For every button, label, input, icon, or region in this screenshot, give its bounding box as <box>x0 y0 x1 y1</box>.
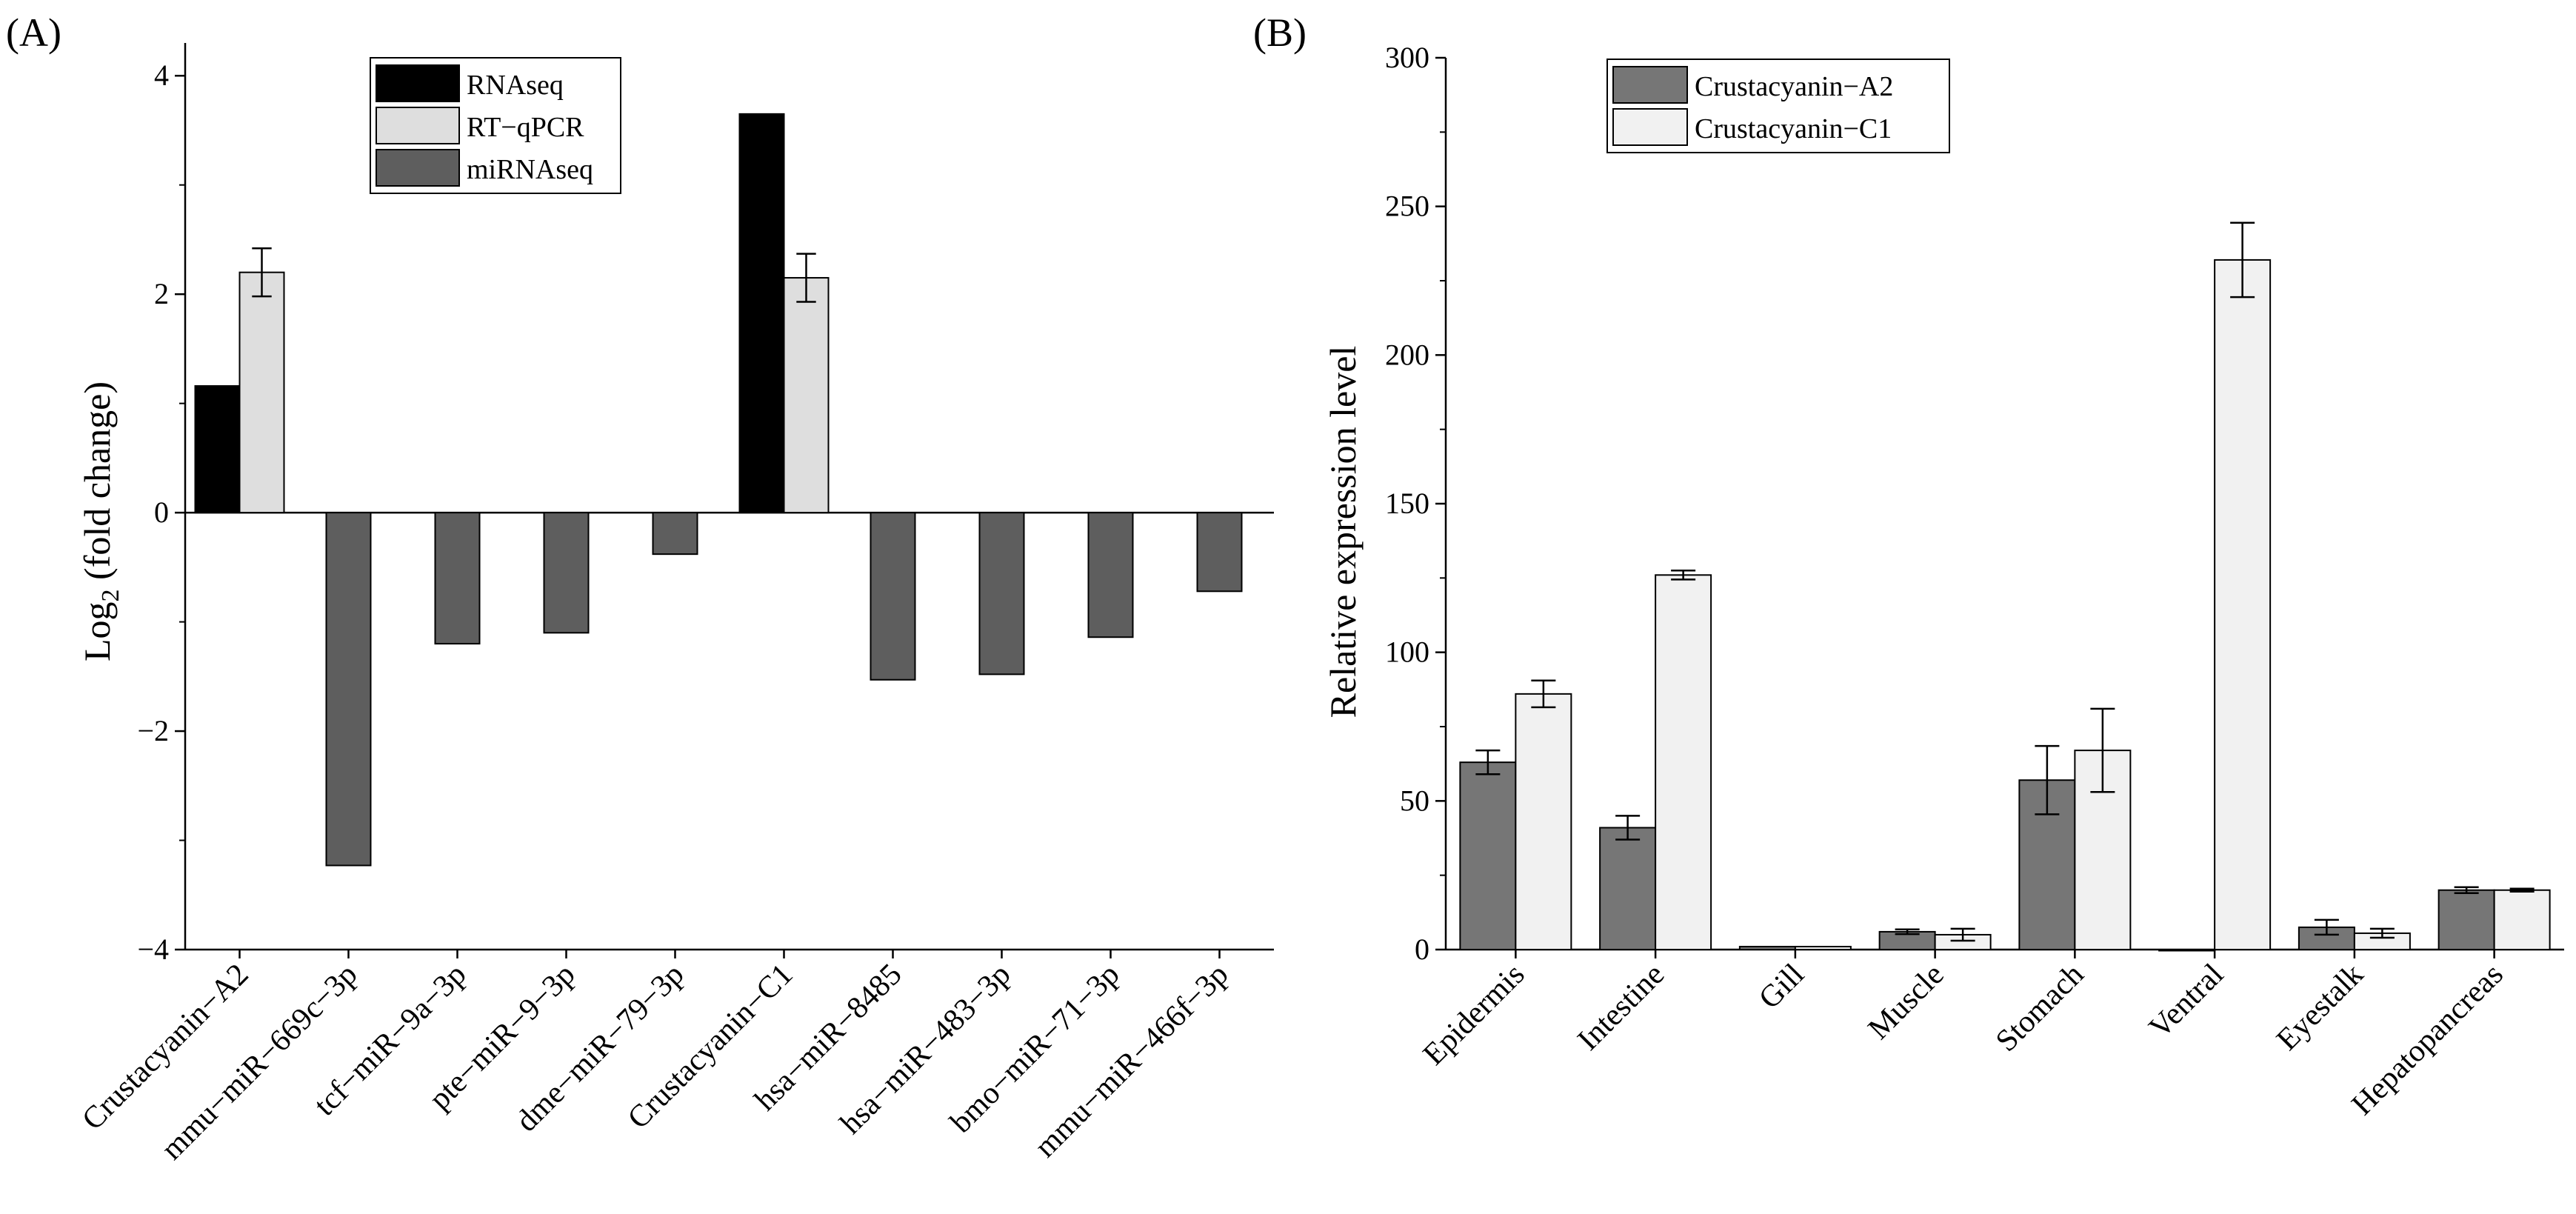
panel-a-x-tick-label-mmu-mir-669c-3p: mmu−miR−669c−3p <box>155 958 364 1167</box>
panel-b-bar-crustacyanin-c1-ventral <box>2214 259 2272 950</box>
panel-a-y-tick-label: 4 <box>154 59 169 92</box>
panel-b-y-tick-label: 300 <box>1385 41 1429 74</box>
panel-a-bar-rnaseq-crustacyanin-c1 <box>738 113 785 514</box>
panel-a-bar-mirnaseq-hsa-mir-8485 <box>870 512 916 681</box>
panel-a-bar-mirnaseq-tcf-mir-9a-3p <box>434 512 481 645</box>
panel-a-bars <box>194 113 1243 867</box>
panel-b-x-tick-label-epidermis: Epidermis <box>1417 958 1532 1073</box>
panel-b-y-tick-label: 50 <box>1400 784 1429 817</box>
panel-a-bar-mirnaseq-bmo-mir-71-3p <box>1087 512 1134 638</box>
panel-a-y-tick-label: 0 <box>154 496 169 529</box>
panel-b-y-tick-label: 100 <box>1385 636 1429 669</box>
panel-a-y-axis-title: Log2 (fold change) <box>76 381 124 661</box>
panel-a-bar-mirnaseq-mmu-mir-669c-3p <box>325 512 372 867</box>
panel-b-bar-crustacyanin-c1-hepatopancreas <box>2493 889 2551 950</box>
panel-b-x-tick-label-muscle: Muscle <box>1862 958 1951 1047</box>
panel-a-legend: RNAseq RT−qPCR miRNAseq <box>370 57 621 194</box>
panel-a-bar-rnaseq-crustacyanin-a2 <box>194 385 241 514</box>
panel-b-x-tick-label-stomach: Stomach <box>1989 958 2090 1058</box>
panel-b-x-tick-label-ventral: Ventral <box>2143 958 2230 1045</box>
panel-a-x-tick-label-mmu-mir-466f-3p: mmu−miR−466f−3p <box>1028 958 1235 1164</box>
panel-b-y-tick-label: 200 <box>1385 338 1429 371</box>
panel-a-legend-swatch-mirnaseq <box>376 149 460 187</box>
panel-b-y-tick-label: 250 <box>1385 190 1429 223</box>
panel-b-legend-label-crustacyanin-a2: Crustacyanin−A2 <box>1695 71 1893 102</box>
panel-a-bar-mirnaseq-mmu-mir-466f-3p <box>1196 512 1243 593</box>
panel-b-bar-crustacyanin-c1-epidermis <box>1515 693 1572 950</box>
panel-b-y-tick-label: 150 <box>1385 487 1429 520</box>
panel-b-bar-crustacyanin-a2-intestine <box>1599 827 1657 951</box>
panel-b-legend-swatch-crustacyanin-a2 <box>1612 66 1688 104</box>
panel-b-bar-crustacyanin-a2-epidermis <box>1459 761 1517 951</box>
panel-b-x-tick-label-intestine: Intestine <box>1571 958 1671 1058</box>
panel-a-legend-label-rt-qpcr: RT−qPCR <box>467 112 584 143</box>
panel-a-y-tick-label: 2 <box>154 277 169 310</box>
panel-a-y-tick-label: −4 <box>137 933 169 966</box>
panel-a-legend-label-rnaseq: RNAseq <box>467 70 564 101</box>
panel-b-legend-swatch-crustacyanin-c1 <box>1612 108 1688 146</box>
panel-b-label: (B) <box>1253 10 1307 55</box>
panel-a-legend-swatch-rt-qpcr <box>376 107 460 144</box>
panel-a-label: (A) <box>6 10 61 55</box>
panel-b-bars <box>1459 221 2551 952</box>
panel-a-bar-mirnaseq-pte-mir-9-3p <box>543 512 590 634</box>
panel-a-legend-label-mirnaseq: miRNAseq <box>467 154 593 185</box>
panel-b-axes: 0 50 100 150 200 250 300 Epidermis Intestine Gill… <box>1385 41 2564 1122</box>
panel-b-bar-crustacyanin-a2-gill <box>1738 945 1796 951</box>
panel-b-x-tick-label-hepatopancreas: Hepatopancreas <box>2346 958 2510 1122</box>
panel-a-chart: (A) Log2 (fold change) −4−2024Crustacyan… <box>6 10 1274 1167</box>
panel-b-bar-crustacyanin-c1-gill <box>1794 945 1852 951</box>
panel-a-y-tick-label: −2 <box>137 714 169 747</box>
panel-b-legend: Crustacyanin−A2 Crustacyanin−C1 <box>1606 59 1950 153</box>
panel-b-x-tick-label-eyestalk: Eyestalk <box>2270 958 2370 1058</box>
panel-a-bar-mirnaseq-dme-mir-79-3p <box>652 512 698 556</box>
panel-b-bar-crustacyanin-a2-hepatopancreas <box>2437 889 2495 950</box>
panel-a-legend-swatch-rnaseq <box>376 64 460 102</box>
panel-a-bar-rt-qpcr-crustacyanin-c1 <box>783 277 830 514</box>
panel-b-x-tick-label-gill: Gill <box>1752 958 1811 1016</box>
panel-b-bar-crustacyanin-a2-ventral <box>2158 949 2216 952</box>
panel-b-bar-crustacyanin-c1-intestine <box>1655 574 1712 950</box>
panel-b-y-axis-title: Relative expression level <box>1322 346 1364 718</box>
panel-b-chart: (B) Relative expression level 0 50 100 150 2… <box>1253 10 2564 1122</box>
panel-a-bar-mirnaseq-hsa-mir-483-3p <box>978 512 1025 676</box>
panel-a-bar-rt-qpcr-crustacyanin-a2 <box>238 271 285 514</box>
panel-b-legend-label-crustacyanin-c1: Crustacyanin−C1 <box>1695 113 1892 144</box>
panel-b-y-tick-label: 0 <box>1415 933 1429 966</box>
